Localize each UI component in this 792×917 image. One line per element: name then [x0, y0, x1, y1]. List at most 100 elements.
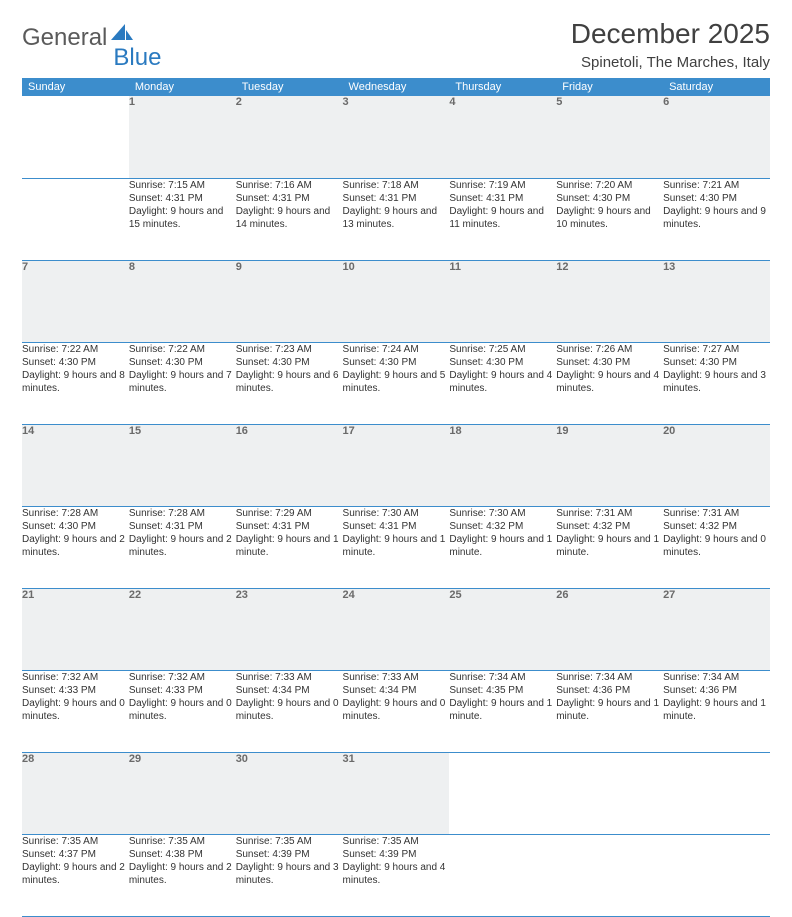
- day-number-cell: 29: [129, 752, 236, 834]
- weekday-header-row: Sunday Monday Tuesday Wednesday Thursday…: [22, 78, 770, 96]
- sunrise-line: Sunrise: 7:22 AM: [129, 343, 236, 356]
- sunset-line: Sunset: 4:30 PM: [22, 356, 129, 369]
- sunset-line: Sunset: 4:31 PM: [343, 520, 450, 533]
- brand-logo: General Blue: [22, 18, 161, 72]
- sunset-line: Sunset: 4:30 PM: [663, 192, 770, 205]
- weekday-header: Wednesday: [343, 78, 450, 96]
- sunset-line: Sunset: 4:31 PM: [129, 192, 236, 205]
- daylight-line: Daylight: 9 hours and 14 minutes.: [236, 205, 343, 231]
- day-number-row: 14151617181920: [22, 424, 770, 506]
- sunset-line: Sunset: 4:39 PM: [236, 848, 343, 861]
- day-content-cell: Sunrise: 7:26 AMSunset: 4:30 PMDaylight:…: [556, 342, 663, 424]
- sunset-line: Sunset: 4:33 PM: [22, 684, 129, 697]
- daylight-line: Daylight: 9 hours and 1 minute.: [556, 697, 663, 723]
- daylight-line: Daylight: 9 hours and 1 minute.: [343, 533, 450, 559]
- day-content-cell: Sunrise: 7:20 AMSunset: 4:30 PMDaylight:…: [556, 178, 663, 260]
- daylight-line: Daylight: 9 hours and 1 minute.: [449, 697, 556, 723]
- day-content-cell: [556, 834, 663, 916]
- sunrise-line: Sunrise: 7:31 AM: [663, 507, 770, 520]
- sunrise-line: Sunrise: 7:32 AM: [22, 671, 129, 684]
- daylight-line: Daylight: 9 hours and 10 minutes.: [556, 205, 663, 231]
- sunset-line: Sunset: 4:30 PM: [663, 356, 770, 369]
- day-number-cell: 1: [129, 96, 236, 178]
- day-number-cell: 15: [129, 424, 236, 506]
- sunset-line: Sunset: 4:32 PM: [663, 520, 770, 533]
- sunrise-line: Sunrise: 7:34 AM: [663, 671, 770, 684]
- day-number-cell: 9: [236, 260, 343, 342]
- sunset-line: Sunset: 4:30 PM: [343, 356, 450, 369]
- day-content-cell: Sunrise: 7:35 AMSunset: 4:39 PMDaylight:…: [343, 834, 450, 916]
- day-content-row: Sunrise: 7:22 AMSunset: 4:30 PMDaylight:…: [22, 342, 770, 424]
- day-content-cell: Sunrise: 7:32 AMSunset: 4:33 PMDaylight:…: [22, 670, 129, 752]
- day-number-row: 78910111213: [22, 260, 770, 342]
- day-content-cell: [663, 834, 770, 916]
- sunset-line: Sunset: 4:32 PM: [449, 520, 556, 533]
- day-number-cell: 3: [343, 96, 450, 178]
- day-number-cell: 10: [343, 260, 450, 342]
- day-number-cell: 8: [129, 260, 236, 342]
- day-number-cell: 16: [236, 424, 343, 506]
- sunrise-line: Sunrise: 7:20 AM: [556, 179, 663, 192]
- weekday-header: Saturday: [663, 78, 770, 96]
- day-number-cell: 17: [343, 424, 450, 506]
- sunrise-line: Sunrise: 7:18 AM: [343, 179, 450, 192]
- sunrise-line: Sunrise: 7:35 AM: [236, 835, 343, 848]
- day-content-cell: [22, 178, 129, 260]
- location-label: Spinetoli, The Marches, Italy: [571, 54, 770, 71]
- sunset-line: Sunset: 4:37 PM: [22, 848, 129, 861]
- daylight-line: Daylight: 9 hours and 0 minutes.: [663, 533, 770, 559]
- day-number-cell: 21: [22, 588, 129, 670]
- sunrise-line: Sunrise: 7:33 AM: [236, 671, 343, 684]
- daylight-line: Daylight: 9 hours and 15 minutes.: [129, 205, 236, 231]
- day-number-cell: 23: [236, 588, 343, 670]
- day-content-cell: Sunrise: 7:21 AMSunset: 4:30 PMDaylight:…: [663, 178, 770, 260]
- sunset-line: Sunset: 4:30 PM: [22, 520, 129, 533]
- day-content-cell: Sunrise: 7:27 AMSunset: 4:30 PMDaylight:…: [663, 342, 770, 424]
- sunrise-line: Sunrise: 7:34 AM: [556, 671, 663, 684]
- sunrise-line: Sunrise: 7:19 AM: [449, 179, 556, 192]
- day-content-cell: Sunrise: 7:35 AMSunset: 4:37 PMDaylight:…: [22, 834, 129, 916]
- sunset-line: Sunset: 4:38 PM: [129, 848, 236, 861]
- brand-part1: General: [22, 24, 107, 52]
- day-number-cell: 5: [556, 96, 663, 178]
- day-content-cell: Sunrise: 7:31 AMSunset: 4:32 PMDaylight:…: [663, 506, 770, 588]
- sunrise-line: Sunrise: 7:29 AM: [236, 507, 343, 520]
- day-number-cell: 11: [449, 260, 556, 342]
- daylight-line: Daylight: 9 hours and 2 minutes.: [129, 533, 236, 559]
- sunrise-line: Sunrise: 7:28 AM: [129, 507, 236, 520]
- day-content-row: Sunrise: 7:15 AMSunset: 4:31 PMDaylight:…: [22, 178, 770, 260]
- day-number-cell: 25: [449, 588, 556, 670]
- sunrise-line: Sunrise: 7:28 AM: [22, 507, 129, 520]
- day-number-cell: 27: [663, 588, 770, 670]
- sunset-line: Sunset: 4:34 PM: [236, 684, 343, 697]
- daylight-line: Daylight: 9 hours and 2 minutes.: [22, 861, 129, 887]
- sunrise-line: Sunrise: 7:35 AM: [343, 835, 450, 848]
- day-number-cell: 14: [22, 424, 129, 506]
- sunrise-line: Sunrise: 7:32 AM: [129, 671, 236, 684]
- daylight-line: Daylight: 9 hours and 0 minutes.: [343, 697, 450, 723]
- day-number-cell: 18: [449, 424, 556, 506]
- day-content-cell: Sunrise: 7:22 AMSunset: 4:30 PMDaylight:…: [22, 342, 129, 424]
- sunset-line: Sunset: 4:32 PM: [556, 520, 663, 533]
- day-content-cell: Sunrise: 7:30 AMSunset: 4:32 PMDaylight:…: [449, 506, 556, 588]
- sunset-line: Sunset: 4:35 PM: [449, 684, 556, 697]
- day-content-cell: Sunrise: 7:34 AMSunset: 4:35 PMDaylight:…: [449, 670, 556, 752]
- day-number-cell: 6: [663, 96, 770, 178]
- daylight-line: Daylight: 9 hours and 0 minutes.: [129, 697, 236, 723]
- sunset-line: Sunset: 4:31 PM: [129, 520, 236, 533]
- day-number-row: 21222324252627: [22, 588, 770, 670]
- day-number-cell: 28: [22, 752, 129, 834]
- daylight-line: Daylight: 9 hours and 11 minutes.: [449, 205, 556, 231]
- daylight-line: Daylight: 9 hours and 1 minute.: [449, 533, 556, 559]
- daylight-line: Daylight: 9 hours and 1 minute.: [663, 697, 770, 723]
- daylight-line: Daylight: 9 hours and 0 minutes.: [236, 697, 343, 723]
- daylight-line: Daylight: 9 hours and 4 minutes.: [556, 369, 663, 395]
- sunrise-line: Sunrise: 7:35 AM: [22, 835, 129, 848]
- sunrise-line: Sunrise: 7:26 AM: [556, 343, 663, 356]
- daylight-line: Daylight: 9 hours and 7 minutes.: [129, 369, 236, 395]
- day-content-cell: Sunrise: 7:33 AMSunset: 4:34 PMDaylight:…: [236, 670, 343, 752]
- day-content-row: Sunrise: 7:32 AMSunset: 4:33 PMDaylight:…: [22, 670, 770, 752]
- day-number-cell: 13: [663, 260, 770, 342]
- daylight-line: Daylight: 9 hours and 13 minutes.: [343, 205, 450, 231]
- daylight-line: Daylight: 9 hours and 2 minutes.: [22, 533, 129, 559]
